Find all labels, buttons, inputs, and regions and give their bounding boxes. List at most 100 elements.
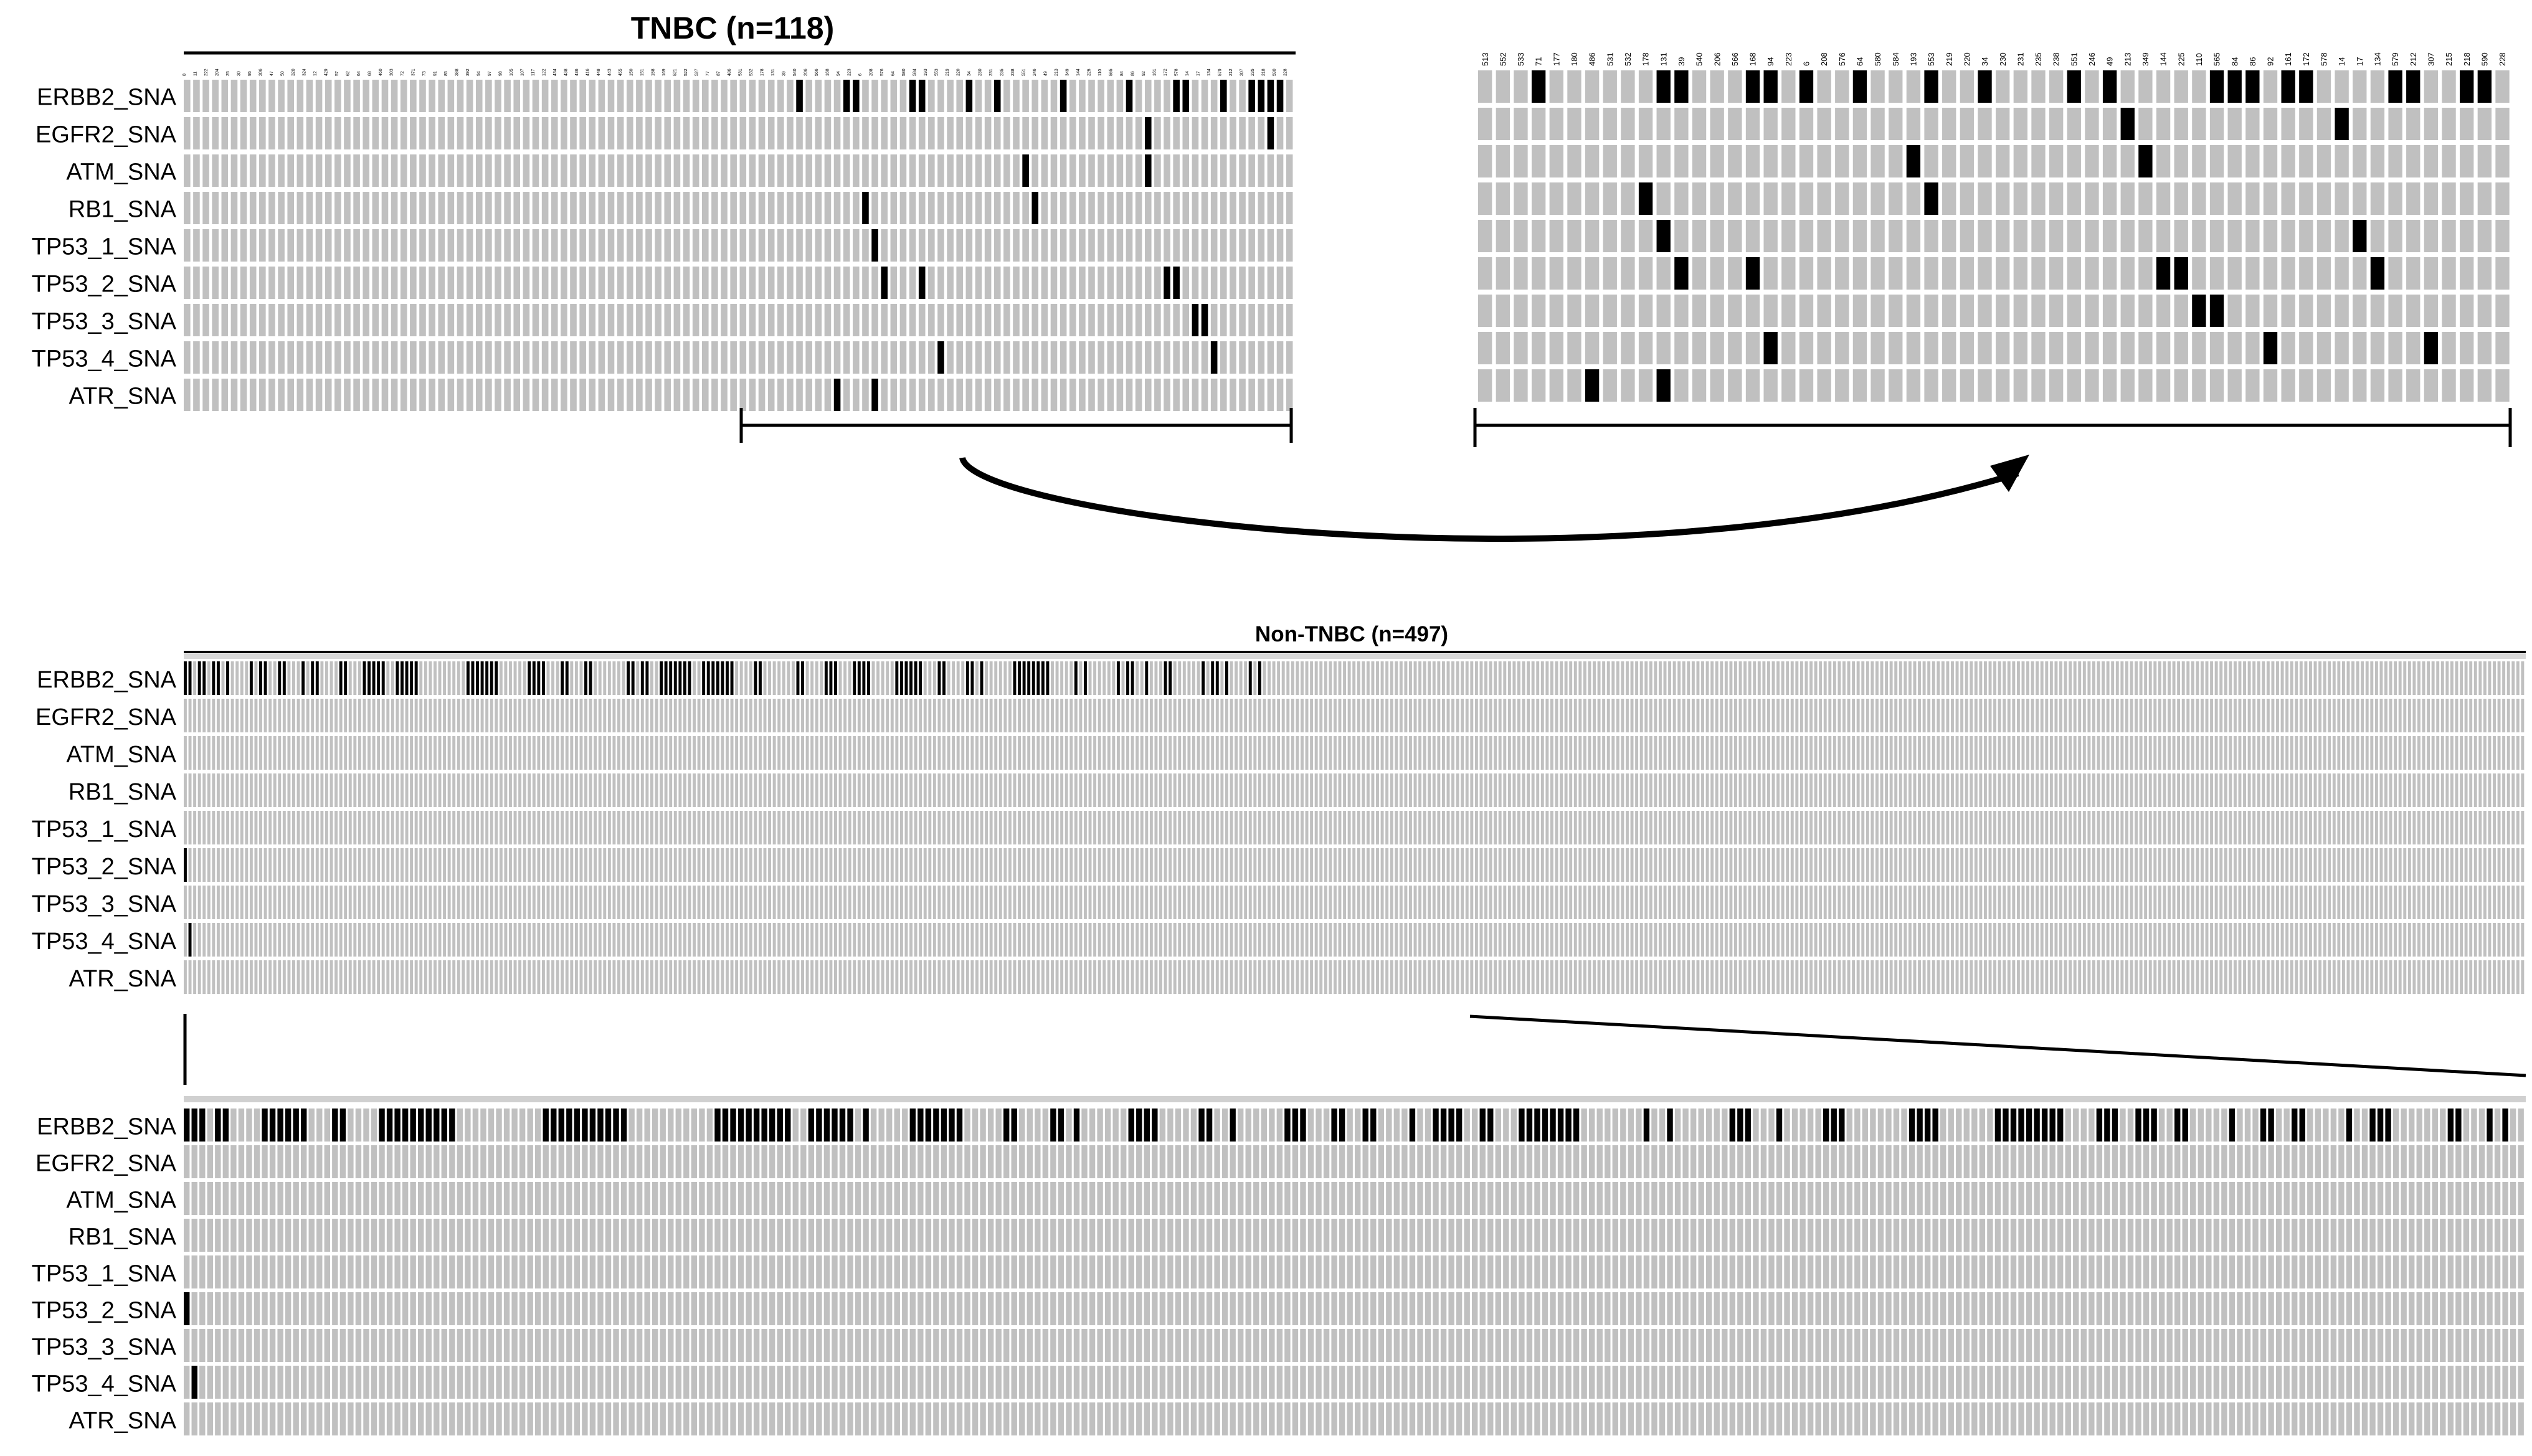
nontnbc-cell (2026, 699, 2029, 732)
nontnbc-cell (1301, 661, 1304, 695)
nontnbc-cell (495, 699, 498, 732)
nontnbc-cell (1550, 661, 1553, 695)
nontnbc-cell (975, 811, 979, 844)
nontnbc-cell (1131, 848, 1134, 882)
tnbc-cell (1173, 154, 1180, 187)
tnbc-zoom-cell (1514, 295, 1528, 327)
nontnbc-cell (1512, 699, 1516, 732)
tnbc-zoom-cell (2370, 108, 2385, 140)
nontnbc-cell (2361, 773, 2364, 807)
nontnbc-cell (249, 699, 253, 732)
nontnbc-cell (1823, 699, 1827, 732)
nontnbc-cell (2356, 773, 2359, 807)
nontnbc-cell (202, 811, 206, 844)
tnbc-sample-id: 223 (848, 69, 852, 76)
nontnbc-cell (259, 773, 262, 807)
nontnbc-cell (509, 848, 512, 882)
nontnbc-cell (1182, 848, 1186, 882)
nontnbc-cell (1904, 811, 1907, 844)
tnbc-cell (1239, 229, 1246, 262)
tnbc-zoom-sample-ids: 513 552 533 71 177 180 486 531 532 178 131 39 540 206… (1481, 52, 2507, 66)
nontnbc-cell (2144, 848, 2148, 882)
tnbc-zoom-sample-id: 64 (1856, 57, 1865, 66)
nontnbc-cell (207, 699, 211, 732)
nontnbc-cell (1456, 811, 1459, 844)
nontnbc-cell (353, 736, 357, 770)
nontnbc-cell (1018, 886, 1021, 919)
nontnbc-cell (1248, 736, 1252, 770)
tnbc-cell (664, 154, 671, 187)
nontnbc-cell (881, 699, 884, 732)
nontnbc-cell (1540, 811, 1544, 844)
tnbc-sample-id: 178 (761, 69, 765, 76)
nontnbc-cell (344, 886, 348, 919)
tnbc-sample-id: 246 (1033, 69, 1037, 76)
tnbc-zoom-sample-id: 86 (2248, 57, 2257, 66)
nontnbc-cell (315, 848, 319, 882)
nontnbc-cell (1366, 736, 1370, 770)
nontnbc-cell (424, 773, 427, 807)
tnbc-label-tp53-4-sna: TP53_4_SNA (32, 346, 177, 372)
nontnbc-cell (2252, 699, 2256, 732)
nontnbc-cell (2153, 736, 2157, 770)
tnbc-cell (805, 154, 812, 187)
nontnbc-mutation-cell (1074, 661, 1078, 695)
nontnbc-cell (2224, 661, 2227, 695)
tnbc-cell (296, 80, 304, 112)
nontnbc-cell (1536, 699, 1540, 732)
nontnbc-cell (1333, 736, 1337, 770)
nontnbc-cell (1569, 736, 1573, 770)
tnbc-cell (1060, 229, 1067, 262)
nontnbc-cell (914, 811, 917, 844)
nontnbc-cell (561, 886, 564, 919)
nontnbc-cell (2341, 848, 2345, 882)
nontnbc-cell (1268, 848, 1271, 882)
tnbc-mutation-cell (1144, 117, 1152, 149)
nontnbc-cell (1705, 848, 1709, 882)
nontnbc-cell (1908, 773, 1912, 807)
nontnbc-cell (1696, 773, 1700, 807)
nontnbc-cell (1965, 661, 1968, 695)
nontnbc-cell (2341, 661, 2345, 695)
nontnbc-cell (2087, 811, 2091, 844)
nontnbc-cell (438, 661, 442, 695)
tnbc-zoom-cell (1996, 369, 2010, 402)
tnbc-cell (381, 192, 389, 224)
nontnbc-cell (2262, 848, 2265, 882)
nontnbc-cell (1757, 811, 1761, 844)
nontnbc-cell (273, 661, 277, 695)
nontnbc-cell (1093, 661, 1097, 695)
nontnbc-cell (268, 736, 272, 770)
tnbc-mutation-cell (993, 80, 1001, 112)
nontnbc-cell (1951, 736, 1954, 770)
nontnbc-cell (1395, 736, 1398, 770)
tnbc-sample-id: 219 (946, 69, 950, 76)
nontnbc-mutation-cell (282, 661, 286, 695)
tnbc-zoom-cell (2442, 257, 2456, 290)
tnbc-cell (617, 192, 624, 224)
nontnbc-cell (2125, 661, 2128, 695)
nontnbc-cell (2473, 661, 2477, 695)
tnbc-cell (721, 229, 728, 262)
tnbc-zoom-cell (2495, 257, 2510, 290)
nontnbc-cell (843, 699, 847, 732)
tnbc-zoom-cell (1906, 182, 1921, 215)
nontnbc-cell (367, 699, 371, 732)
tnbc-sample-id: 8 (183, 73, 187, 76)
tnbc-cell (410, 379, 417, 411)
tnbc-cell (570, 154, 577, 187)
nontnbc-cell (1564, 811, 1568, 844)
nontnbc-cell (843, 811, 847, 844)
nontnbc-cell (551, 886, 555, 919)
nontnbc-cell (2276, 811, 2279, 844)
nontnbc-cell (1705, 811, 1709, 844)
tnbc-cell (1230, 341, 1236, 374)
nontnbc-cell (749, 811, 752, 844)
tnbc-cell (1201, 117, 1208, 149)
nontnbc-cell (932, 773, 936, 807)
nontnbc-cell (598, 848, 602, 882)
tnbc-zoom-cell (1835, 257, 1849, 290)
nontnbc-cell (1102, 699, 1106, 732)
tnbc-cell (881, 80, 888, 112)
nontnbc-cell (344, 736, 348, 770)
